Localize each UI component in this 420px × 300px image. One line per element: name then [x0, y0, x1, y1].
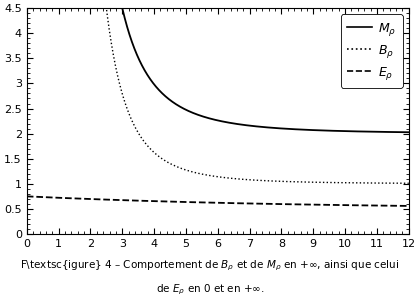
$M_{\rho}$ [170, 100, 175, 104]
$M_{\rho}$ [309, 128, 314, 132]
$E_{\rho}$ [170, 200, 175, 203]
$B_{\rho}$ [170, 163, 175, 166]
$E_{\rho}$ [24, 195, 29, 198]
$B_{\rho}$ [339, 181, 344, 184]
$E_{\rho}$ [406, 204, 411, 208]
Text: de $E_{\rho}$ en 0 et en $+\infty$.: de $E_{\rho}$ en 0 et en $+\infty$. [156, 283, 264, 297]
Line: $M_{\rho}$: $M_{\rho}$ [27, 0, 409, 132]
$B_{\rho}$ [253, 178, 258, 182]
$E_{\rho}$ [273, 202, 278, 206]
$M_{\rho}$ [273, 126, 278, 130]
$M_{\rho}$ [253, 124, 258, 128]
$B_{\rho}$ [309, 180, 314, 184]
$M_{\rho}$ [406, 130, 411, 134]
$E_{\rho}$ [253, 202, 258, 206]
$E_{\rho}$ [339, 203, 344, 207]
Text: F\textsc{igure} 4 – Comportement de $B_{\rho}$ et de $M_{\rho}$ en $+\infty$, ai: F\textsc{igure} 4 – Comportement de $B_{… [20, 259, 400, 273]
$B_{\rho}$ [406, 182, 411, 185]
Line: $E_{\rho}$: $E_{\rho}$ [27, 196, 409, 206]
$M_{\rho}$ [339, 129, 344, 133]
$E_{\rho}$ [94, 197, 99, 201]
$B_{\rho}$ [273, 179, 278, 183]
$E_{\rho}$ [309, 203, 314, 206]
Legend: $M_{\rho}$, $B_{\rho}$, $E_{\rho}$: $M_{\rho}$, $B_{\rho}$, $E_{\rho}$ [341, 14, 402, 88]
Line: $B_{\rho}$: $B_{\rho}$ [27, 0, 409, 183]
